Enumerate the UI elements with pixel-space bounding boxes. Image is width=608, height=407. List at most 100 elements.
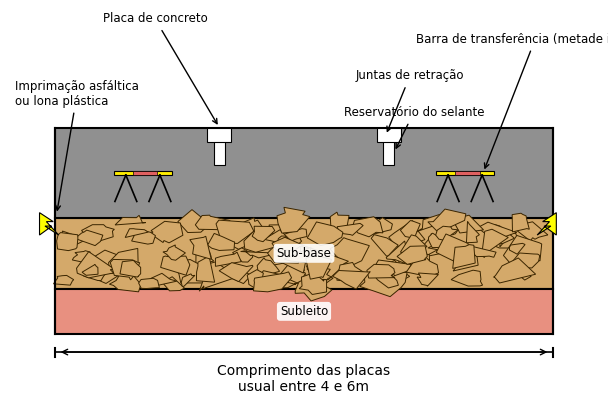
Polygon shape [161, 256, 190, 275]
Polygon shape [57, 232, 78, 251]
Text: Subleito: Subleito [280, 305, 328, 318]
Polygon shape [82, 263, 118, 283]
Polygon shape [252, 226, 275, 242]
Polygon shape [420, 238, 454, 256]
Bar [114, 171, 171, 175]
Polygon shape [428, 209, 466, 231]
Polygon shape [494, 258, 536, 283]
Polygon shape [280, 229, 307, 242]
Polygon shape [72, 251, 90, 263]
Polygon shape [81, 225, 114, 242]
Polygon shape [257, 258, 280, 275]
Polygon shape [40, 212, 58, 235]
Polygon shape [477, 222, 517, 242]
Polygon shape [295, 272, 332, 301]
Polygon shape [109, 248, 139, 277]
Text: Placa de concreto: Placa de concreto [103, 12, 217, 124]
Polygon shape [299, 273, 326, 295]
Polygon shape [131, 230, 156, 244]
Polygon shape [510, 243, 525, 254]
Polygon shape [411, 263, 427, 274]
Polygon shape [216, 220, 254, 243]
Polygon shape [277, 236, 292, 249]
Polygon shape [254, 272, 292, 292]
Polygon shape [272, 237, 303, 250]
Polygon shape [146, 274, 177, 287]
Polygon shape [233, 248, 253, 262]
Polygon shape [139, 278, 159, 289]
Polygon shape [333, 271, 370, 289]
Bar [55, 218, 553, 289]
Polygon shape [215, 252, 241, 266]
Bar [55, 128, 553, 218]
Polygon shape [178, 210, 208, 232]
Polygon shape [486, 225, 514, 244]
Polygon shape [306, 255, 332, 279]
Polygon shape [411, 253, 430, 271]
Polygon shape [75, 230, 103, 245]
Bar [55, 289, 553, 334]
Polygon shape [512, 269, 532, 280]
Polygon shape [397, 249, 416, 267]
Polygon shape [397, 246, 427, 265]
Polygon shape [429, 233, 447, 247]
Polygon shape [294, 259, 319, 277]
Polygon shape [360, 272, 407, 297]
Polygon shape [190, 236, 211, 259]
Polygon shape [247, 270, 263, 291]
Polygon shape [274, 241, 308, 273]
Polygon shape [257, 271, 285, 287]
Polygon shape [428, 239, 464, 254]
Polygon shape [261, 261, 305, 289]
Polygon shape [264, 230, 291, 245]
Polygon shape [150, 221, 183, 243]
Text: Imprimação asfáltica
ou lona plástica: Imprimação asfáltica ou lona plástica [15, 80, 139, 210]
Polygon shape [181, 274, 195, 287]
Polygon shape [196, 256, 215, 282]
Polygon shape [512, 213, 530, 232]
Polygon shape [337, 263, 365, 282]
Text: Comprimento das placas
usual entre 4 e 6m: Comprimento das placas usual entre 4 e 6… [218, 364, 390, 394]
Polygon shape [77, 252, 114, 278]
Polygon shape [199, 262, 238, 291]
Polygon shape [274, 276, 298, 284]
Polygon shape [389, 221, 425, 249]
Polygon shape [417, 273, 438, 286]
Polygon shape [219, 263, 253, 282]
Polygon shape [401, 221, 420, 238]
Polygon shape [406, 255, 438, 277]
Polygon shape [451, 270, 483, 286]
Polygon shape [307, 254, 348, 280]
Polygon shape [260, 266, 292, 289]
Polygon shape [230, 218, 263, 236]
Bar [455, 171, 480, 175]
Polygon shape [224, 270, 252, 284]
Polygon shape [306, 265, 331, 281]
Polygon shape [163, 245, 185, 260]
Polygon shape [386, 241, 413, 263]
Text: Sub-base: Sub-base [277, 247, 331, 260]
Polygon shape [482, 229, 508, 258]
Polygon shape [419, 236, 446, 255]
Polygon shape [453, 255, 478, 271]
Bar [207, 128, 231, 142]
Polygon shape [228, 234, 254, 249]
Polygon shape [376, 265, 398, 288]
Polygon shape [274, 263, 305, 288]
Polygon shape [375, 260, 410, 288]
Polygon shape [61, 231, 84, 245]
Polygon shape [371, 235, 398, 256]
Polygon shape [308, 273, 333, 291]
Polygon shape [120, 260, 140, 277]
Polygon shape [268, 243, 301, 263]
Polygon shape [269, 225, 302, 253]
Polygon shape [54, 276, 74, 285]
Polygon shape [196, 251, 214, 265]
Polygon shape [337, 223, 363, 235]
Polygon shape [176, 260, 215, 283]
Polygon shape [500, 232, 513, 247]
Polygon shape [485, 229, 519, 248]
Polygon shape [466, 221, 479, 243]
Polygon shape [503, 235, 542, 265]
Bar [214, 128, 225, 165]
